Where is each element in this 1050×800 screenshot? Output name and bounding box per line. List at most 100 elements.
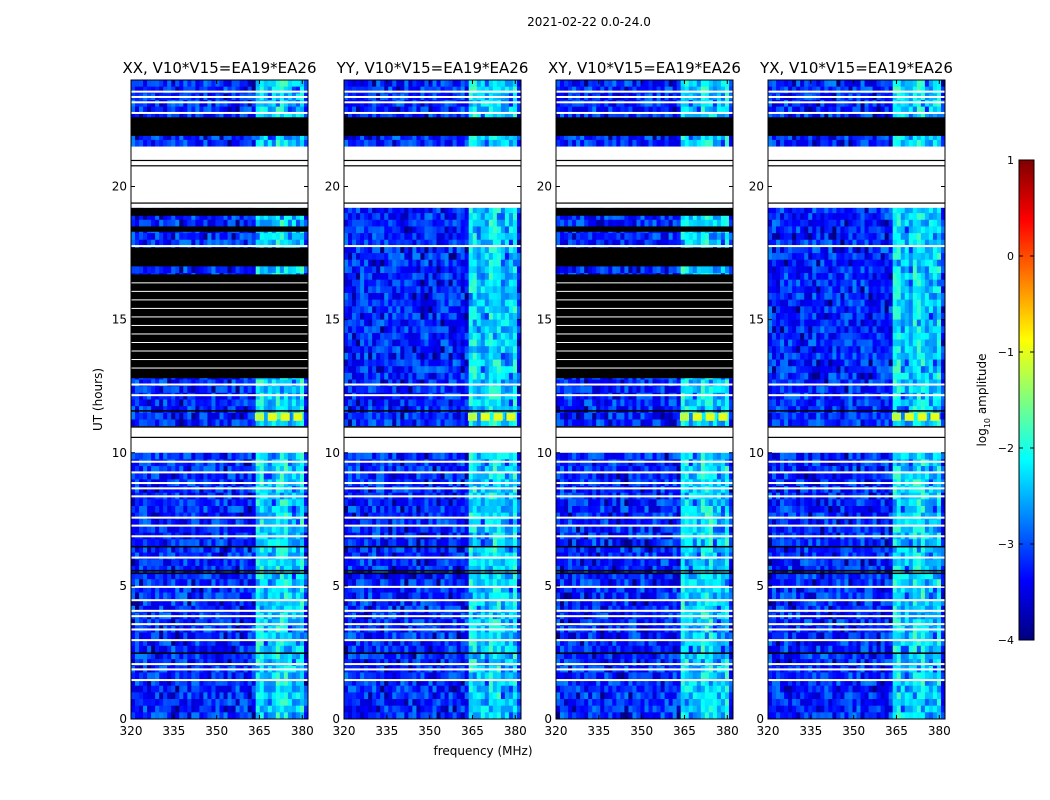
y-tick-label: 20 xyxy=(112,180,127,194)
dark-line xyxy=(344,426,521,428)
y-axis-label: UT (hours) xyxy=(91,368,105,431)
gap-line xyxy=(556,679,733,682)
gap-line xyxy=(344,615,521,618)
gap-line xyxy=(556,524,733,527)
y-tick-label: 10 xyxy=(537,446,552,460)
gap-line xyxy=(556,495,733,498)
gap-line xyxy=(344,394,521,397)
gap-line xyxy=(131,90,308,93)
gap-line xyxy=(556,111,733,114)
rfi-spot xyxy=(506,412,516,421)
gap-line xyxy=(344,487,521,490)
y-tick-label: 15 xyxy=(537,313,552,327)
gap-line xyxy=(131,516,308,519)
gap-line xyxy=(131,394,308,397)
y-tick-label: 5 xyxy=(332,579,340,593)
dark-line xyxy=(768,572,945,575)
y-tick-label: 5 xyxy=(119,579,127,593)
gap-line xyxy=(556,585,733,588)
dark-line xyxy=(768,410,945,412)
gap-line xyxy=(556,316,733,318)
gap-line xyxy=(768,383,945,386)
gap-line xyxy=(768,487,945,490)
blank-band-line xyxy=(768,436,945,438)
gap-line xyxy=(131,599,308,602)
gap-line xyxy=(768,516,945,519)
y-tick-label: 0 xyxy=(756,712,764,726)
panels: 320 335 350 365 380 0 5 10 15 20 XX, V10*V15=EA19*… xyxy=(91,59,953,758)
gap-line xyxy=(556,471,733,474)
gap-line xyxy=(344,535,521,538)
gap-line xyxy=(556,95,733,98)
x-tick-label: 365 xyxy=(461,724,484,738)
gap-line xyxy=(556,623,733,626)
gap-line xyxy=(768,623,945,626)
rfi-spot xyxy=(917,412,927,421)
blank-band xyxy=(344,426,521,453)
gap-line xyxy=(344,383,521,386)
gap-line xyxy=(131,585,308,588)
gap-line xyxy=(131,628,308,631)
gap-line xyxy=(131,556,308,559)
blank-band-line xyxy=(131,159,308,162)
blank-band xyxy=(556,426,733,453)
blank-band-line xyxy=(131,202,308,204)
blank-band-line xyxy=(556,202,733,204)
blank-band xyxy=(131,426,308,453)
gap-line xyxy=(131,668,308,671)
gap-line xyxy=(344,609,521,612)
gap-line xyxy=(556,290,733,292)
gap-line xyxy=(131,367,308,369)
rfi-spot xyxy=(267,412,277,421)
panel-3: 320 335 350 365 380 0 5 10 15 20 XY, V10*V15=EA19*… xyxy=(537,59,741,738)
gap-line xyxy=(768,535,945,538)
gap-line xyxy=(131,615,308,618)
dark-line xyxy=(768,426,945,428)
flagged-band xyxy=(131,207,308,216)
gap-line xyxy=(131,324,308,326)
dark-line xyxy=(131,569,308,572)
x-tick-label: 320 xyxy=(333,724,356,738)
gap-line xyxy=(556,668,733,671)
gap-line xyxy=(344,679,521,682)
gap-line xyxy=(344,628,521,631)
gap-line xyxy=(768,95,945,98)
gap-line xyxy=(768,556,945,559)
panel-title: YX, V10*V15=EA19*EA26 xyxy=(759,59,953,77)
y-tick-label: 15 xyxy=(112,313,127,327)
gap-line xyxy=(768,101,945,104)
rfi-spot xyxy=(467,412,478,421)
gap-line xyxy=(768,585,945,588)
blank-band-line xyxy=(768,165,945,167)
gap-line xyxy=(131,245,308,248)
gap-line xyxy=(131,307,308,309)
gap-line xyxy=(344,623,521,626)
figure-suptitle: 2021-02-22 0.0-24.0 xyxy=(527,15,651,29)
axes-frame xyxy=(130,79,309,720)
flagged-band xyxy=(131,247,308,267)
gap-line xyxy=(344,90,521,93)
x-tick-label: 350 xyxy=(205,724,228,738)
panel-1: 320 335 350 365 380 0 5 10 15 20 XX, V10*V15=EA19*… xyxy=(91,59,317,738)
gap-line xyxy=(131,663,308,666)
x-axis-label: frequency (MHz) xyxy=(433,744,532,758)
x-tick-label: 320 xyxy=(120,724,143,738)
gap-line xyxy=(556,639,733,642)
flagged-band xyxy=(556,226,733,232)
y-tick-label: 20 xyxy=(325,180,340,194)
x-tick-label: 365 xyxy=(885,724,908,738)
gap-line xyxy=(556,341,733,343)
x-tick-label: 335 xyxy=(375,724,398,738)
y-tick-label: 15 xyxy=(325,313,340,327)
gap-line xyxy=(344,471,521,474)
gap-line xyxy=(344,482,521,485)
x-tick-label: 335 xyxy=(162,724,185,738)
axes-frame xyxy=(343,79,522,720)
gap-line xyxy=(556,609,733,612)
gap-line xyxy=(131,350,308,352)
y-tick-label: 10 xyxy=(112,446,127,460)
dark-line xyxy=(768,652,945,654)
gap-line xyxy=(131,290,308,292)
gap-line xyxy=(768,524,945,527)
